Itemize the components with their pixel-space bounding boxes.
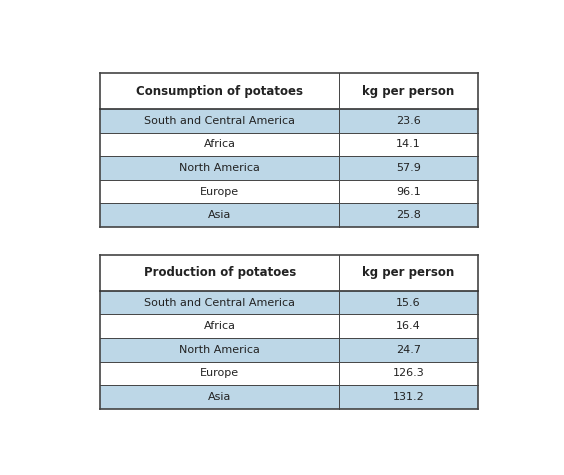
Text: Africa: Africa [204,139,236,149]
Text: 15.6: 15.6 [396,297,421,307]
Text: Europe: Europe [200,369,239,379]
Bar [100,361,478,385]
Text: 96.1: 96.1 [396,187,421,197]
Text: 131.2: 131.2 [393,392,425,402]
Text: Africa: Africa [204,321,236,331]
Bar [100,385,478,409]
Bar [100,314,478,338]
Bar [100,291,478,314]
Text: 25.8: 25.8 [396,210,421,220]
Text: Production of potatoes: Production of potatoes [144,266,296,279]
Text: 57.9: 57.9 [396,163,421,173]
Bar [100,180,478,203]
Bar [100,133,478,156]
Text: 16.4: 16.4 [396,321,421,331]
Bar [100,255,478,291]
Text: 126.3: 126.3 [393,369,425,379]
Text: North America: North America [179,345,260,355]
Text: 24.7: 24.7 [396,345,421,355]
Bar [100,338,478,361]
Text: South and Central America: South and Central America [144,116,296,126]
Text: Europe: Europe [200,187,239,197]
Text: North America: North America [179,163,260,173]
Text: Consumption of potatoes: Consumption of potatoes [136,85,303,98]
Text: South and Central America: South and Central America [144,297,296,307]
Text: 23.6: 23.6 [396,116,421,126]
Bar [100,74,478,109]
Bar [100,156,478,180]
Text: 14.1: 14.1 [396,139,421,149]
Text: kg per person: kg per person [363,266,455,279]
Text: Asia: Asia [208,392,231,402]
Bar [100,109,478,133]
Bar [100,203,478,227]
Text: Asia: Asia [208,210,231,220]
Text: kg per person: kg per person [363,85,455,98]
